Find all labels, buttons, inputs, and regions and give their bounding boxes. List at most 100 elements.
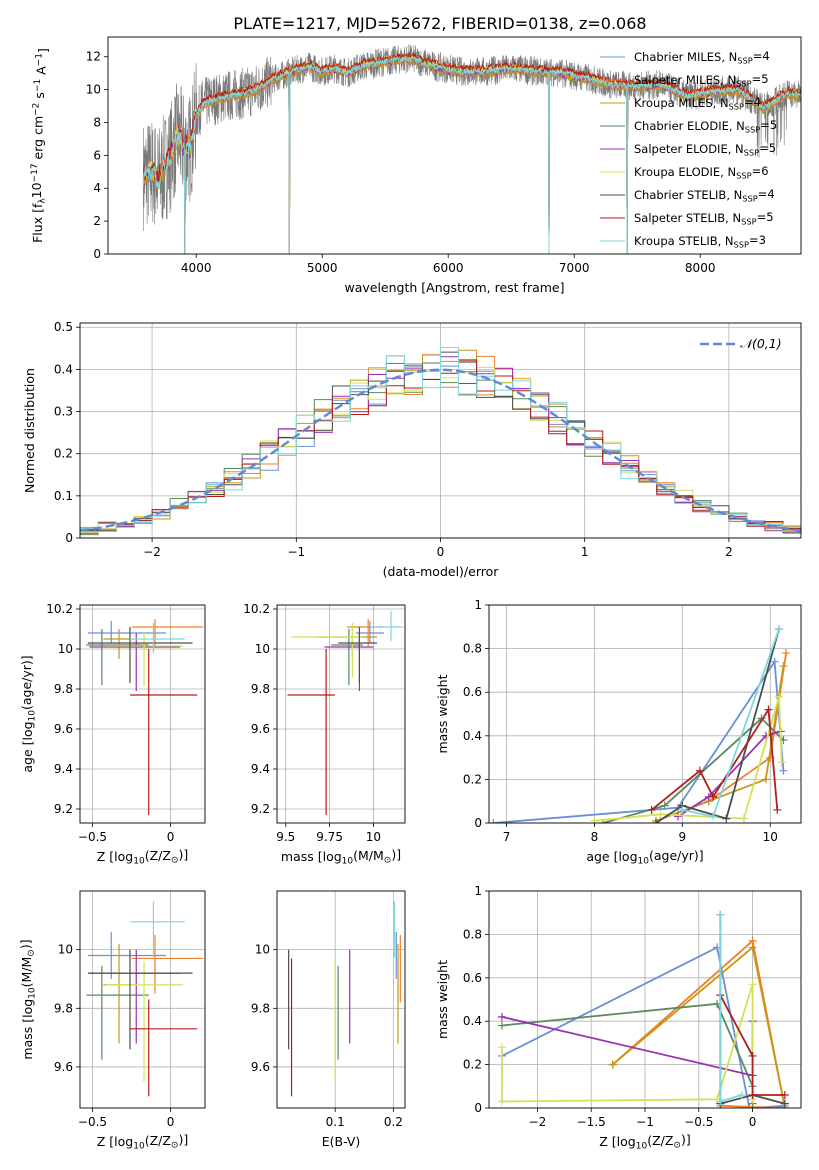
- weight-series-line: [682, 628, 780, 818]
- y-tick-label: 0.1: [54, 489, 73, 503]
- plot-area-mass_vs_Z: [86, 901, 204, 1097]
- weight-point-marker: [761, 775, 770, 784]
- y-tick-label: 9.6: [251, 722, 270, 736]
- plot-area-age_vs_mass: [287, 611, 404, 815]
- panel-weight_vs_Z: −2 −1.5 −1 −0.5 0 0 0.2 0.4 0.6 0.8 1 Z [log10(Z/Z⊙…: [435, 884, 802, 1152]
- x-tick-label: 2: [725, 545, 733, 559]
- legend: Chabrier MILES, NSSP=4 Salpeter MILES, NS…: [600, 49, 777, 249]
- x-tick-label: −2: [529, 1115, 547, 1129]
- weight-point-marker: [497, 1043, 506, 1052]
- weight-point-marker: [489, 819, 498, 823]
- weight-series-line: [655, 628, 780, 823]
- model-spectrum-line: [142, 52, 801, 254]
- x-tick-label: 4000: [181, 261, 212, 275]
- x-axis-label: E(B-V): [322, 1134, 361, 1149]
- x-axis-label: Z [log10(Z/Z⊙)]: [599, 1132, 690, 1152]
- y-axis-label: mass [log10(M/M⊙)]: [18, 939, 38, 1059]
- y-tick-label: 10: [58, 642, 73, 656]
- weight-point-marker: [775, 692, 784, 701]
- x-tick-label: 7: [503, 830, 511, 844]
- legend-entry: Salpeter MILES, NSSP=5: [634, 72, 769, 88]
- weight-series-line: [719, 914, 743, 1103]
- y-tick-label: 10: [255, 642, 270, 656]
- chart-panels: 4000 5000 6000 7000 8000024681012wavelength …: [18, 36, 802, 1152]
- y-tick-label: 9.6: [251, 1060, 270, 1074]
- x-axis-label: wavelength [Angstrom, rest frame]: [344, 280, 564, 295]
- panel-age_vs_Z: −0.5 0 9.2 9.4 9.6 9.8 10 10.2 Z [log10(Z/Z⊙)] ag…: [19, 602, 206, 867]
- plot-area-residuals: [80, 346, 801, 536]
- weight-point-marker: [782, 648, 791, 657]
- weight-point-marker: [748, 980, 757, 989]
- legend-entry: Kroupa STELIB, NSSP=3: [634, 233, 766, 249]
- y-tick-label: 0.4: [54, 362, 73, 376]
- plot-area-spectrum: [142, 44, 801, 254]
- y-tick-label: 1: [474, 884, 482, 898]
- y-tick-label: 6: [93, 148, 101, 162]
- weight-series-line: [719, 994, 785, 1096]
- x-axis-label: mass [log10(M/M⊙)]: [281, 847, 401, 867]
- figure-title: PLATE=1217, MJD=52672, FIBERID=0138, z=0…: [233, 14, 646, 33]
- y-tick-label: 0.3: [54, 405, 73, 419]
- y-tick-label: 12: [86, 50, 101, 64]
- x-axis-label: age [log10(age/yr)]: [586, 848, 703, 867]
- x-tick-label: −0.5: [78, 830, 107, 844]
- weight-point-marker: [764, 705, 773, 714]
- y-tick-label: 0.6: [463, 971, 482, 985]
- y-tick-label: 0.2: [463, 772, 482, 786]
- weight-series-line: [501, 1002, 754, 1104]
- x-tick-label: 0.1: [326, 1115, 345, 1129]
- y-tick-label: 0.4: [463, 729, 482, 743]
- legend-entry: Salpeter ELODIE, NSSP=5: [634, 141, 776, 157]
- weight-point-marker: [497, 1097, 506, 1106]
- weight-point-marker: [651, 819, 660, 823]
- axes-frame: [488, 604, 802, 824]
- y-tick-label: 9.8: [251, 682, 270, 696]
- weight-point-marker: [497, 1012, 506, 1021]
- x-tick-label: −0.5: [684, 1115, 713, 1129]
- x-tick-label: 5000: [307, 261, 338, 275]
- y-tick-label: 10.2: [243, 602, 270, 616]
- x-tick-label: 10: [366, 830, 381, 844]
- y-tick-label: 0.8: [463, 927, 482, 941]
- model-spectrum-line: [142, 55, 801, 254]
- legend-entry: Chabrier ELODIE, NSSP=5: [634, 118, 777, 134]
- y-tick-label: 0.8: [463, 642, 482, 656]
- weight-point-marker: [777, 757, 786, 766]
- x-tick-label: 8000: [685, 261, 716, 275]
- x-tick-label: −1: [636, 1115, 654, 1129]
- x-tick-label: 1: [581, 545, 589, 559]
- legend-entry: Chabrier MILES, NSSP=4: [634, 49, 770, 65]
- axes-frame: [79, 604, 206, 824]
- x-tick-label: 9.75: [316, 830, 343, 844]
- panel-weight_vs_age: 7 8 9 10 0 0.2 0.4 0.6 0.8 1 age [log10(age/yr)] ma…: [435, 598, 802, 867]
- plot-area-mass_vs_EBV: [288, 901, 401, 1097]
- axes-frame: [107, 36, 802, 255]
- weight-point-marker: [656, 810, 665, 819]
- y-axis-label: mass weight: [435, 674, 450, 753]
- grid-mass_vs_Z: [80, 891, 205, 1108]
- y-tick-label: 9.4: [251, 762, 270, 776]
- y-tick-label: 10.2: [46, 602, 73, 616]
- model-spectrum-line: [142, 53, 801, 254]
- y-tick-label: 9.8: [54, 1001, 73, 1015]
- weight-point-marker: [745, 1104, 754, 1108]
- legend-entry: Chabrier STELIB, NSSP=4: [634, 187, 775, 203]
- x-tick-label: 7000: [559, 261, 590, 275]
- y-axis-label: age [log10(age/yr)]: [19, 655, 38, 772]
- x-tick-label: −1: [287, 545, 305, 559]
- x-tick-label: 0: [167, 830, 175, 844]
- y-tick-label: 0.2: [463, 1058, 482, 1072]
- weight-point-marker: [709, 812, 718, 821]
- y-tick-label: 4: [93, 181, 101, 195]
- y-tick-label: 0: [474, 816, 482, 830]
- x-tick-label: 6000: [433, 261, 464, 275]
- weight-point-marker: [748, 1090, 757, 1099]
- y-tick-label: 9.6: [54, 722, 73, 736]
- weight-point-marker: [497, 1021, 506, 1030]
- weight-point-marker: [779, 662, 788, 671]
- axes-frame: [79, 890, 206, 1109]
- y-tick-label: 0: [474, 1101, 482, 1115]
- y-tick-label: 9.2: [251, 802, 270, 816]
- legend-entry: Kroupa MILES, NSSP=4: [634, 95, 761, 111]
